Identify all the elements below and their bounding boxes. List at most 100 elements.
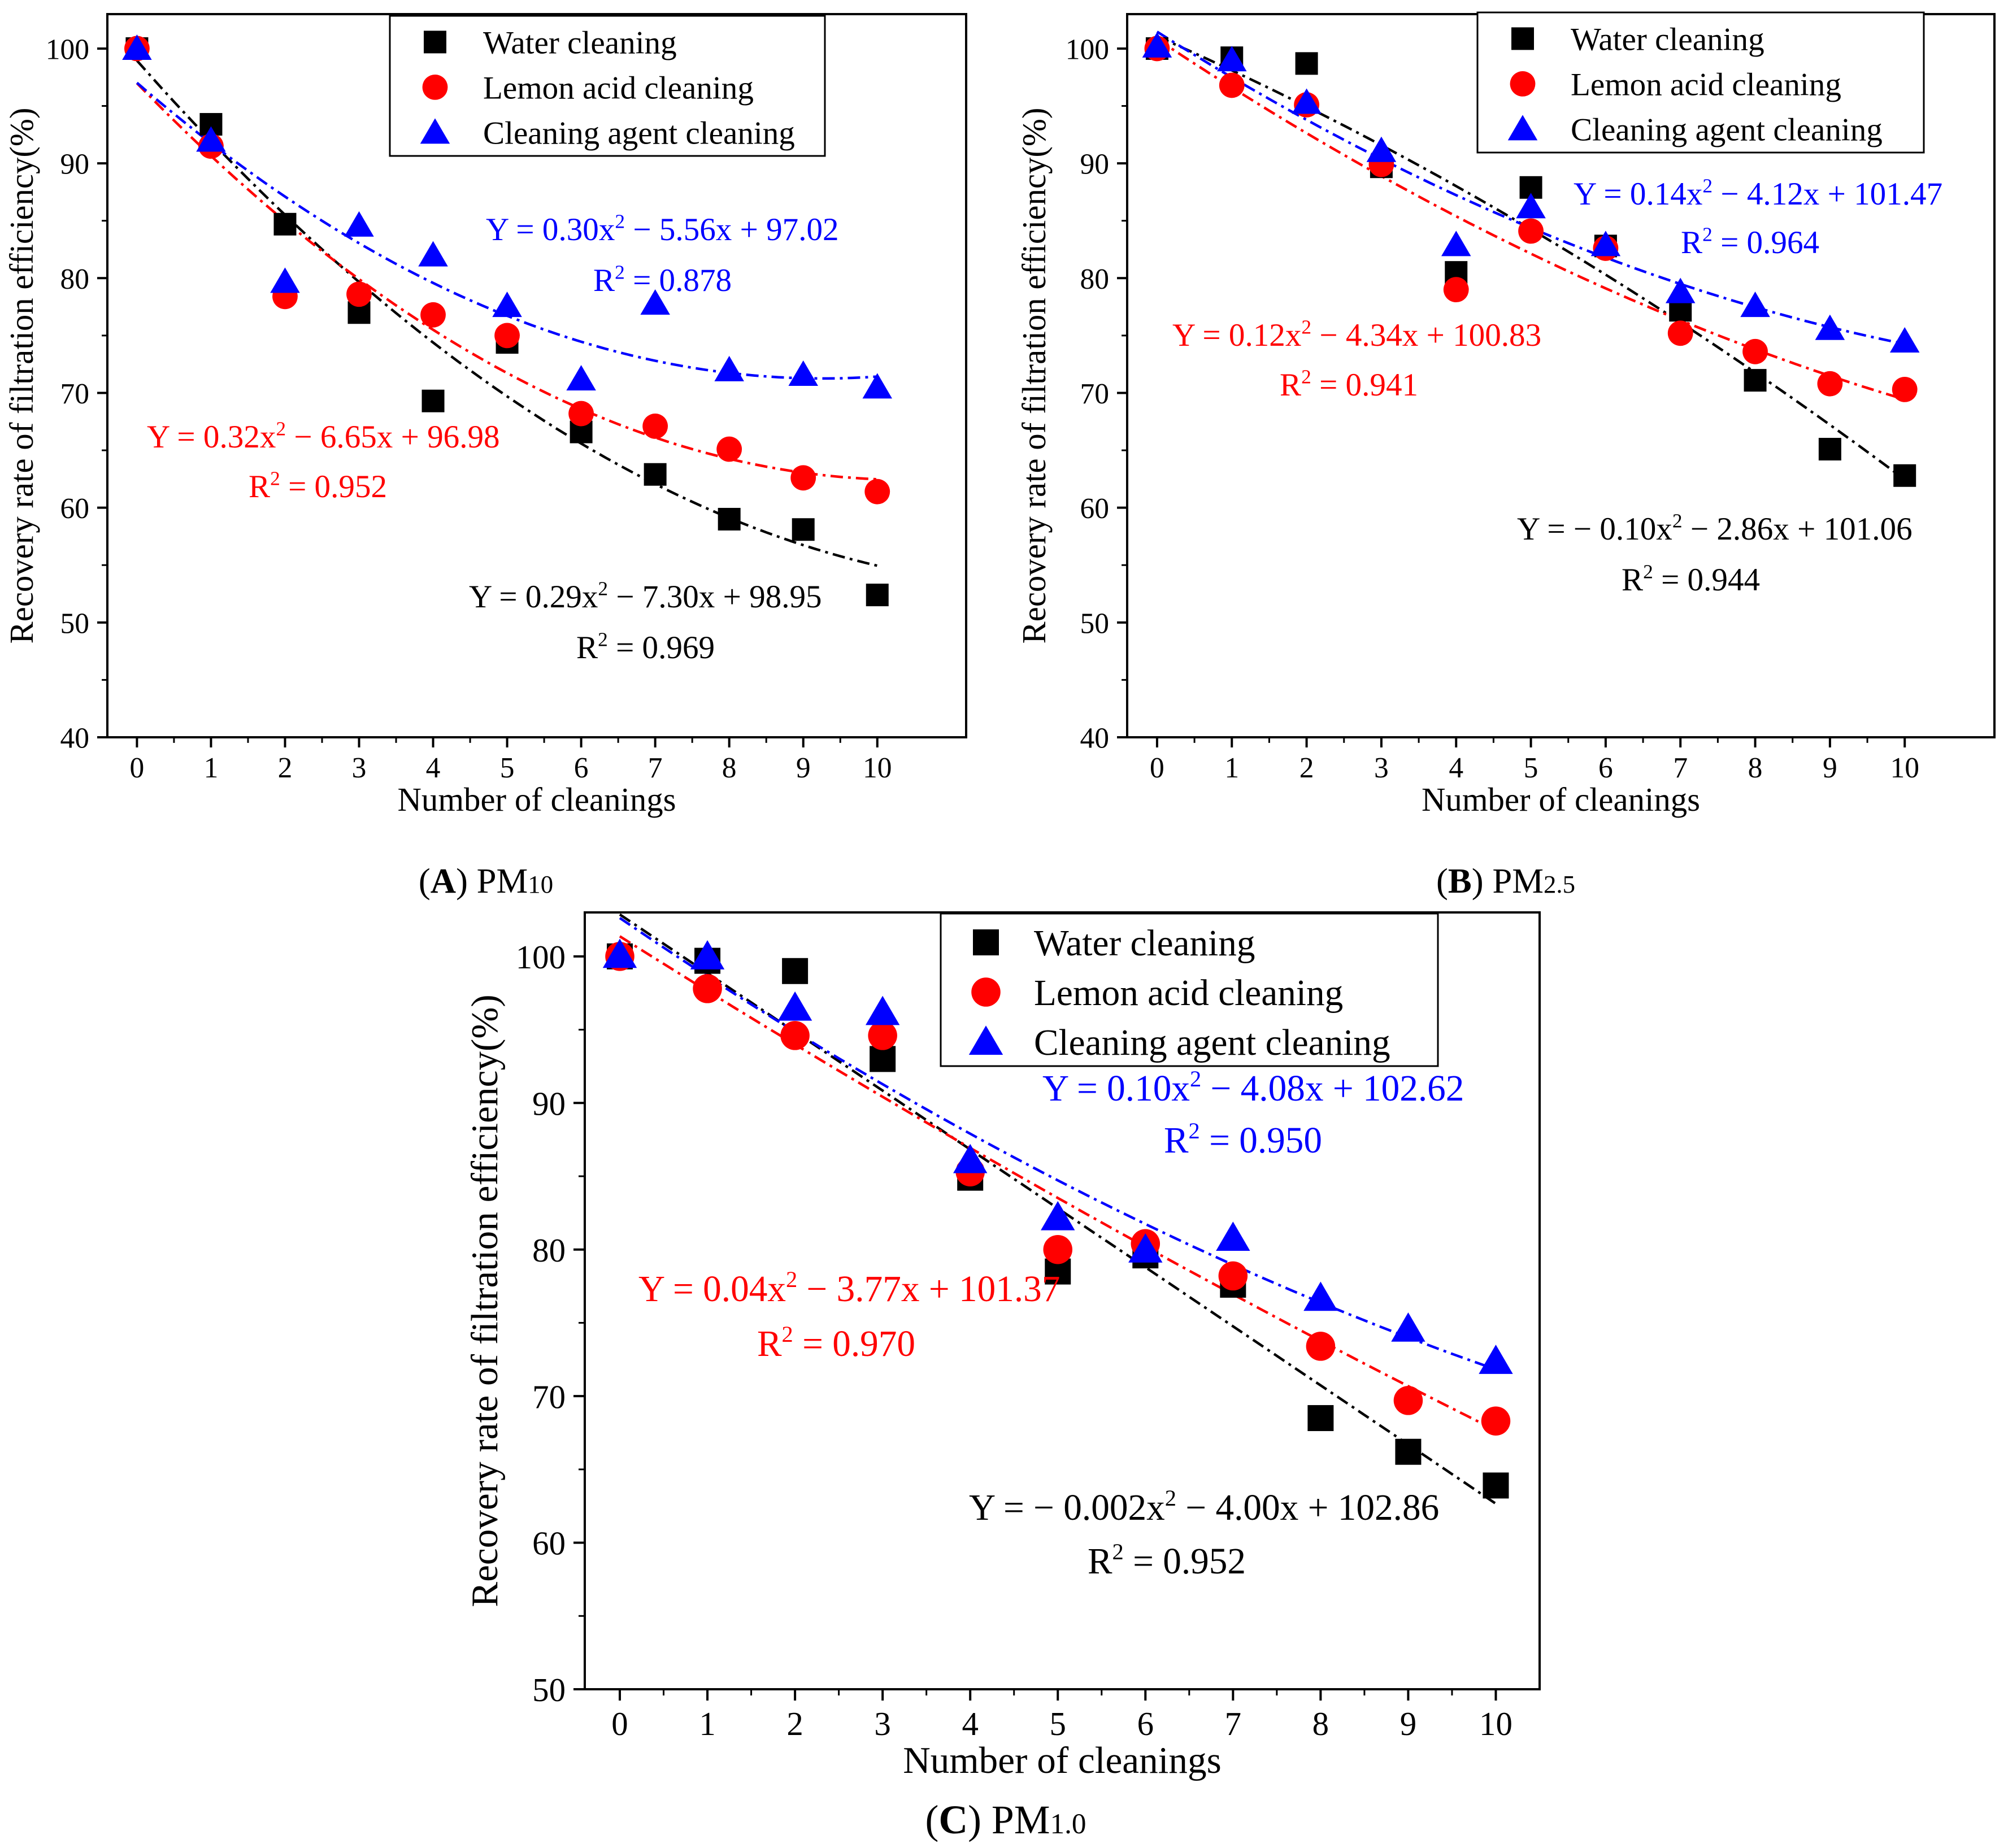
fit-equation-lemon: Y = 0.32x2 − 6.65x + 96.98	[147, 417, 500, 455]
marker-lemon	[346, 281, 372, 307]
y-tick-label: 100	[46, 33, 89, 66]
marker-agent	[1516, 193, 1546, 219]
y-tick-label: 90	[60, 149, 89, 181]
y-tick-label: 70	[60, 378, 89, 410]
x-tick-label: 4	[426, 752, 441, 784]
x-tick-label: 2	[1299, 752, 1314, 784]
x-tick-label: 7	[1225, 1706, 1241, 1742]
fit-equation-lemon: Y = 0.04x2 − 3.77x + 101.37	[638, 1267, 1060, 1310]
fit-r2-agent: R2 = 0.878	[593, 260, 732, 298]
fit-r2-lemon: R2 = 0.952	[249, 467, 387, 505]
marker-lemon	[1043, 1234, 1073, 1264]
fit-curve-lemon	[136, 82, 877, 481]
marker-agent	[566, 365, 596, 391]
x-tick-label: 10	[1479, 1706, 1512, 1742]
marker-agent	[1366, 136, 1397, 162]
x-tick-label: 6	[574, 752, 589, 784]
marker-agent	[862, 373, 893, 399]
y-tick-label: 90	[1080, 149, 1109, 181]
y-tick-label: 60	[532, 1525, 566, 1562]
marker-agent	[1590, 231, 1621, 256]
marker-water	[421, 389, 445, 412]
marker-water	[1307, 1405, 1334, 1432]
marker-lemon	[1219, 72, 1245, 98]
x-tick-label: 4	[1449, 752, 1463, 784]
legend-marker-agent	[420, 118, 450, 144]
legend-label: Lemon acid cleaning	[483, 71, 754, 106]
marker-water	[1818, 438, 1841, 461]
x-tick-label: 1	[204, 752, 219, 784]
marker-water	[718, 507, 741, 531]
marker-agent	[1815, 314, 1845, 340]
marker-water	[1483, 1472, 1509, 1499]
x-tick-label: 0	[130, 752, 145, 784]
marker-lemon	[1892, 376, 1918, 402]
marker-water	[792, 518, 815, 541]
chart-panel-c: 0 1 2 3 4 5 6 7 8 9 10 50 60 70 80 90 100 Number of clean…	[463, 911, 1541, 1842]
y-tick-label: 50	[60, 607, 89, 640]
marker-lemon	[1817, 371, 1843, 397]
y-tick-label: 90	[532, 1085, 566, 1122]
legend-label: Lemon acid cleaning	[1571, 67, 1841, 103]
chart-panel-b: 0 1 2 3 4 5 6 7 8 9 10 40 50 60 70 80 90 100 Number of cle…	[1016, 11, 1996, 901]
legend-marker-agent	[1507, 115, 1538, 141]
marker-water	[870, 1046, 896, 1072]
fit-equation-water: Y = 0.29x2 − 7.30x + 98.95	[469, 577, 822, 615]
fit-r2-water: R2 = 0.952	[1088, 1539, 1246, 1582]
y-tick-label: 80	[1080, 263, 1109, 295]
marker-agent	[640, 289, 670, 315]
legend-box	[1476, 11, 1925, 154]
marker-water	[866, 584, 889, 607]
marker-agent	[1292, 88, 1322, 114]
legend-label: Cleaning agent cleaning	[1034, 1023, 1390, 1063]
marker-agent	[1128, 1233, 1163, 1263]
legend-label: Cleaning agent cleaning	[483, 116, 795, 151]
fit-curve-water	[136, 59, 878, 567]
y-tick-label: 70	[532, 1379, 566, 1415]
marker-agent	[1217, 46, 1247, 72]
y-tick-label: 40	[60, 722, 89, 754]
marker-lemon	[420, 302, 446, 328]
y-tick-label: 50	[1080, 607, 1109, 640]
marker-agent	[270, 267, 300, 293]
legend-label: Water cleaning	[483, 25, 677, 61]
legend-marker-water	[1511, 27, 1534, 50]
x-tick-label: 7	[1673, 752, 1688, 784]
marker-water	[1893, 464, 1916, 487]
fit-equation-water: Y = − 0.10x2 − 2.86x + 101.06	[1517, 509, 1913, 547]
legend-marker-lemon	[1510, 71, 1536, 97]
marker-agent	[1041, 1201, 1075, 1230]
x-tick-label: 3	[874, 1706, 890, 1742]
marker-lemon	[1667, 320, 1693, 346]
marker-lemon	[868, 1021, 897, 1050]
fit-equation-water: Y = − 0.002x2 − 4.00x + 102.86	[969, 1485, 1439, 1528]
marker-lemon	[568, 401, 594, 427]
marker-lemon	[716, 436, 742, 462]
legend-label: Cleaning agent cleaning	[1571, 112, 1883, 148]
marker-lemon	[1218, 1261, 1248, 1291]
marker-lemon	[1306, 1332, 1336, 1361]
y-tick-label: 60	[1080, 493, 1109, 525]
x-tick-label: 5	[1050, 1706, 1066, 1742]
marker-agent	[777, 991, 812, 1021]
x-tick-label: 0	[1150, 752, 1164, 784]
x-tick-label: 8	[1312, 1706, 1329, 1742]
fit-r2-agent: R2 = 0.964	[1681, 223, 1819, 260]
x-tick-label: 9	[1823, 752, 1837, 784]
x-tick-label: 9	[1400, 1706, 1416, 1742]
marker-agent	[1479, 1345, 1513, 1374]
x-tick-label: 1	[1224, 752, 1239, 784]
y-tick-label: 100	[1066, 33, 1109, 66]
marker-lemon	[780, 1021, 810, 1050]
marker-water	[1744, 369, 1767, 392]
fit-equation-agent: Y = 0.30x2 − 5.56x + 97.02	[486, 210, 839, 247]
marker-agent	[1142, 32, 1172, 58]
marker-water	[1395, 1438, 1422, 1465]
y-tick-label: 80	[532, 1232, 566, 1269]
legend-label: Lemon acid cleaning	[1034, 973, 1343, 1014]
x-tick-label: 5	[500, 752, 515, 784]
marker-lemon	[1481, 1406, 1511, 1436]
x-tick-label: 8	[1748, 752, 1763, 784]
marker-agent	[1303, 1281, 1338, 1311]
marker-lemon	[1518, 218, 1544, 244]
